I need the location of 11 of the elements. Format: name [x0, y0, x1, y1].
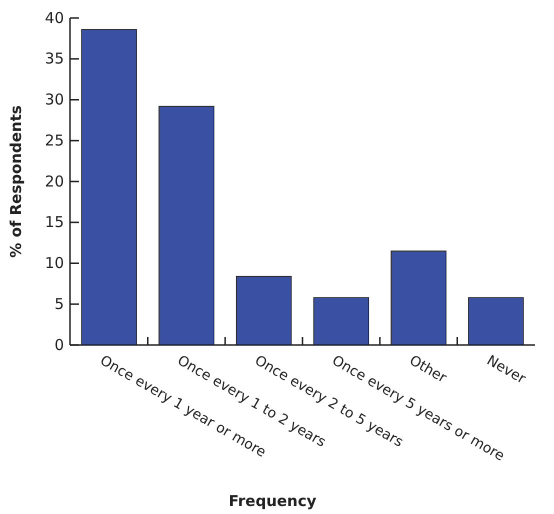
y-tick-label: 25 [44, 131, 64, 150]
y-tick-label: 15 [44, 213, 64, 232]
y-tick-label: 40 [44, 8, 64, 27]
y-tick-label: 35 [44, 50, 64, 68]
y-tick-label: 5 [54, 294, 64, 313]
x-axis-title: Frequency [228, 492, 317, 510]
y-axis-title: % of Respondents [7, 105, 25, 258]
y-tick-label: 10 [44, 254, 64, 272]
y-tick-label: 20 [44, 172, 64, 190]
y-tick-label: 0 [54, 336, 64, 354]
y-tick-label: 30 [44, 90, 64, 109]
